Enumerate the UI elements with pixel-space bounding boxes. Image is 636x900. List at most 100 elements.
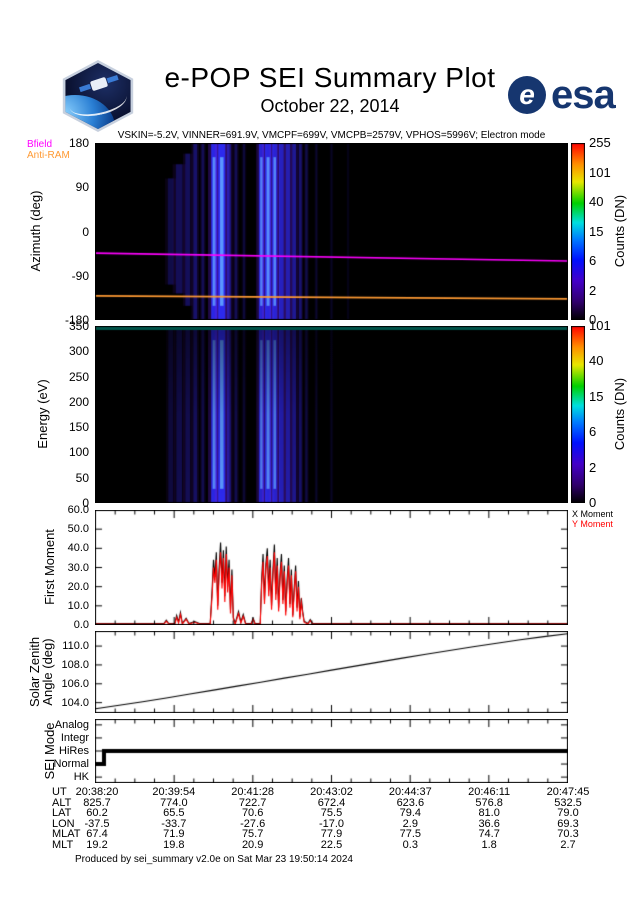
y-tick-label: Integr [60,731,89,744]
y-tick-label: 50.0 [67,523,89,536]
y-moment-legend-label: Y Moment [572,519,613,529]
y-tick-label: 10.0 [67,599,89,612]
table-cell: 2.7 [560,839,576,851]
bfield-legend-label: Bfield [27,139,53,150]
table-cell: 19.8 [163,839,185,851]
y-tick-label: HK [73,771,89,784]
first-moment-plot-canvas [95,510,568,625]
x-moment-legend-label: X Moment [572,509,614,519]
y-tick-label: 300 [68,344,89,359]
colorbar-tick-label: 6 [589,424,597,440]
y-tick-label: -180 [64,313,89,327]
table-cell: 77.5 [399,828,422,840]
table-row-label: LAT [52,807,72,819]
table-cell: 81.0 [478,807,500,819]
y-tick-label: 50 [75,470,89,485]
table-cell: -33.7 [161,818,187,830]
energy-colorbar [571,326,585,503]
table-cell: 79.0 [557,807,579,819]
y-tick-label: 200 [68,394,89,409]
footer-credit: Produced by sei_summary v2.0e on Sat Mar… [75,854,353,865]
table-cell: 60.2 [86,807,108,819]
y-tick-label: 0.0 [73,619,89,631]
table-cell: 2.9 [402,818,418,830]
table-cell: 20:44:37 [388,786,432,798]
table-cell: 70.3 [557,828,579,840]
table-cell: 20:47:45 [546,786,590,798]
table-cell: 20:43:02 [310,786,353,798]
table-cell: 576.8 [475,797,503,809]
y-tick-label: 180 [68,136,89,150]
colorbar-tick-label: 101 [589,164,611,180]
table-cell: 20:46:11 [468,786,511,798]
table-cell: 825.7 [83,797,111,809]
y-tick-label: 110.0 [62,640,89,653]
y-tick-label: 0 [82,224,89,239]
table-cell: 74.7 [478,828,500,840]
y-tick-label: 20.0 [67,580,89,593]
table-cell: 69.3 [557,818,579,830]
table-row-label: ALT [52,797,72,809]
colorbar-tick-label: 0 [589,495,597,510]
y-tick-label: Analog [54,718,89,731]
sei-mode-plot-canvas [95,719,568,783]
table-cell: -37.5 [84,818,110,830]
colorbar-tick-label: 2 [589,282,597,298]
azimuth-spectrogram-canvas [95,143,568,320]
azimuth-colorbar [571,143,585,320]
table-cell: 65.5 [163,807,185,819]
y-tick-label: 104.0 [61,696,89,709]
table-cell: 1.8 [481,839,497,851]
table-cell: 20:39:54 [152,786,196,798]
colorbar-tick-label: 15 [589,223,604,239]
table-cell: 79.4 [399,807,422,819]
y-tick-label: -90 [71,268,89,283]
energy-spectrogram-canvas [95,326,568,503]
table-cell: 22.5 [320,839,343,851]
counts-axis-title-2: Counts (DN) [612,377,627,451]
table-cell: 75.7 [241,828,264,840]
y-tick-label: 108.0 [61,658,89,671]
table-cell: 20:41:28 [231,786,275,798]
colorbar-tick-label: 0 [589,312,597,327]
colorbar-tick-label: 101 [589,318,611,333]
antiram-legend-label: Anti-RAM [27,150,70,161]
solar-zenith-plot-canvas [95,631,568,713]
esa-logo-disc: e [508,76,546,114]
table-row-label: LON [52,818,75,830]
page-title: e-POP SEI Summary Plot [164,62,496,93]
table-row-label: MLT [52,839,74,851]
table-cell: 20.9 [241,839,264,851]
table-cell: 623.6 [396,797,425,809]
table-cell: 19.2 [86,839,108,851]
y-tick-label: 250 [68,369,89,384]
y-tick-label: Normal [53,758,89,771]
table-row-label: MLAT [52,828,81,840]
table-row-label: UT [52,786,67,798]
table-cell: 20:38:20 [75,786,119,798]
colorbar-tick-label: 40 [589,194,604,209]
table-cell: 70.6 [241,807,264,819]
esa-logo: e esa [508,73,616,117]
table-cell: 722.7 [238,797,267,809]
colorbar-tick-label: 40 [589,353,604,369]
y-tick-label: 350 [68,319,89,333]
table-cell: 0.3 [402,839,418,851]
table-cell: 36.6 [478,818,500,830]
table-cell: -17.0 [318,818,345,830]
y-tick-label: 150 [68,420,89,435]
y-tick-label: 100 [68,445,89,460]
table-cell: 75.5 [320,807,343,819]
y-tick-label: 60.0 [67,504,89,516]
y-tick-label: 106.0 [61,677,89,690]
counts-axis-title-1: Counts (DN) [612,194,627,268]
esa-logo-text: esa [551,73,616,117]
colorbar-tick-label: 255 [589,135,611,150]
table-cell: 67.4 [86,828,108,840]
colorbar-tick-label: 2 [589,459,597,475]
y-tick-label: 30.0 [67,561,89,574]
table-cell: 77.9 [320,828,343,840]
voltage-settings-annotation: VSKIN=-5.2V, VINNER=691.9V, VMCPF=699V, … [117,130,546,141]
table-cell: -27.6 [240,818,266,830]
